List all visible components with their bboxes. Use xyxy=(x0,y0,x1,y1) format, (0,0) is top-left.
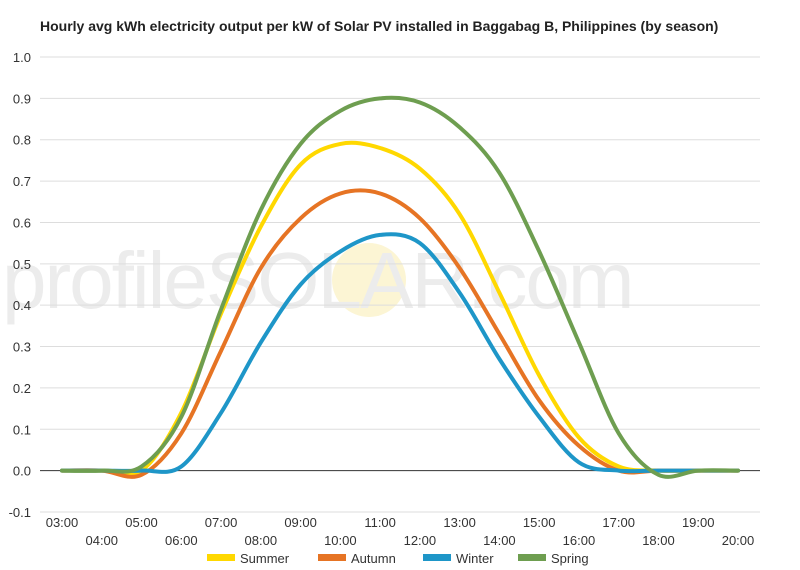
y-tick-label: 1.0 xyxy=(13,50,31,65)
legend-swatch-summer xyxy=(207,554,235,561)
y-tick-label: 0.8 xyxy=(13,133,31,148)
x-tick-label: 18:00 xyxy=(642,533,675,548)
y-tick-label: 0.6 xyxy=(13,215,31,230)
y-tick-label: 0.1 xyxy=(13,422,31,437)
chart-title: Hourly avg kWh electricity output per kW… xyxy=(40,18,719,34)
x-tick-label: 04:00 xyxy=(85,533,118,548)
y-tick-label: -0.1 xyxy=(9,505,31,520)
y-tick-label: 0.3 xyxy=(13,340,31,355)
legend: Summer Autumn Winter Spring xyxy=(207,551,589,566)
legend-label-summer: Summer xyxy=(240,551,290,566)
x-tick-label: 14:00 xyxy=(483,533,516,548)
x-tick-label: 20:00 xyxy=(722,533,755,548)
series-lines xyxy=(60,95,740,479)
y-tick-label: 0.9 xyxy=(13,91,31,106)
legend-label-autumn: Autumn xyxy=(351,551,396,566)
x-tick-label: 05:00 xyxy=(125,515,158,530)
watermark-sun-icon xyxy=(332,243,406,317)
x-tick-label: 12:00 xyxy=(404,533,437,548)
watermark: profileSOLAR.com xyxy=(2,236,634,325)
y-tick-label: 0.7 xyxy=(13,174,31,189)
y-tick-label: 0.0 xyxy=(13,464,31,479)
x-tick-label: 13:00 xyxy=(443,515,476,530)
x-tick-label: 09:00 xyxy=(284,515,317,530)
y-tick-label: 0.5 xyxy=(13,257,31,272)
x-tick-label: 19:00 xyxy=(682,515,715,530)
series-line-winter xyxy=(60,232,740,474)
x-tick-label: 17:00 xyxy=(602,515,635,530)
x-axis-ticks: 03:00 04:00 05:00 06:00 07:00 08:00 09:00 10:00… xyxy=(46,515,755,548)
x-tick-label: 11:00 xyxy=(364,515,396,530)
x-tick-label: 10:00 xyxy=(324,533,357,548)
x-tick-label: 08:00 xyxy=(245,533,278,548)
series-line-spring xyxy=(60,95,740,479)
legend-label-spring: Spring xyxy=(551,551,589,566)
legend-swatch-winter xyxy=(423,554,451,561)
legend-label-winter: Winter xyxy=(456,551,494,566)
y-tick-label: 0.2 xyxy=(13,381,31,396)
y-axis-ticks: 1.0 0.9 0.8 0.7 0.6 0.5 0.4 0.3 0.2 0.1 0.0 -0.1 xyxy=(9,50,31,520)
x-tick-label: 03:00 xyxy=(46,515,79,530)
x-tick-label: 15:00 xyxy=(523,515,556,530)
legend-swatch-spring xyxy=(518,554,546,561)
watermark-text: profileSOLAR.com xyxy=(2,236,632,325)
x-tick-label: 16:00 xyxy=(563,533,596,548)
y-tick-label: 0.4 xyxy=(13,298,31,313)
x-tick-label: 06:00 xyxy=(165,533,198,548)
legend-swatch-autumn xyxy=(318,554,346,561)
x-tick-label: 07:00 xyxy=(205,515,238,530)
